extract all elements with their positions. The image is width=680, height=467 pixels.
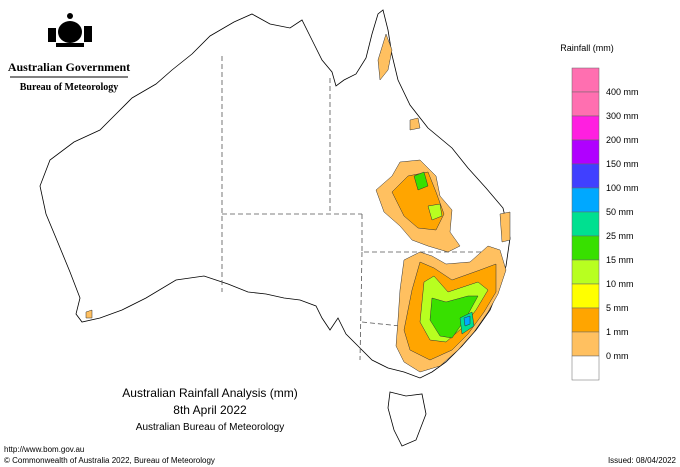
legend-label: 5 mm: [606, 303, 629, 313]
legend-swatch: [571, 355, 600, 381]
legend-label: 10 mm: [606, 279, 634, 289]
legend-swatch: [571, 67, 600, 93]
legend-label: 25 mm: [606, 231, 634, 241]
legend-label: 400 mm: [606, 87, 639, 97]
legend-label: 200 mm: [606, 135, 639, 145]
legend-label: 50 mm: [606, 207, 634, 217]
legend-swatch: [571, 211, 600, 237]
legend-title: Rainfall (mm): [560, 43, 614, 53]
legend-label: 0 mm: [606, 351, 629, 361]
footer-url: http://www.bom.gov.au: [4, 445, 84, 454]
legend-label: 150 mm: [606, 159, 639, 169]
legend-swatch: [571, 235, 600, 261]
agency-name: Bureau of Meteorology: [20, 82, 119, 93]
legend-swatch: [571, 163, 600, 189]
state-borders: [221, 56, 488, 363]
map-source: Australian Bureau of Meteorology: [136, 422, 284, 433]
crest: [48, 13, 92, 47]
legend-label: 300 mm: [606, 111, 639, 121]
rainfall-patches: [85, 33, 511, 373]
government-name: Australian Government: [8, 60, 130, 74]
footer-copyright: © Commonwealth of Australia 2022, Bureau…: [4, 456, 215, 465]
legend-label: 15 mm: [606, 255, 634, 265]
legend-swatch: [571, 259, 600, 285]
legend-swatch: [571, 115, 600, 141]
legend-label: 1 mm: [606, 327, 629, 337]
legend-swatch: [571, 91, 600, 117]
legend-swatch: [571, 307, 600, 333]
legend-swatch: [571, 139, 600, 165]
legend-label: 100 mm: [606, 183, 639, 193]
footer-issued: Issued: 08/04/2022: [608, 456, 677, 465]
map-date: 8th April 2022: [173, 403, 247, 417]
legend-swatch: [571, 283, 600, 309]
legend: 400 mm 300 mm 200 mm 150 mm 100 mm 50 mm 25 mm…: [571, 67, 639, 381]
legend-swatch: [571, 331, 600, 357]
map-title: Australian Rainfall Analysis (mm): [122, 386, 297, 400]
tasmania: [387, 391, 427, 447]
legend-swatch: [571, 187, 600, 213]
